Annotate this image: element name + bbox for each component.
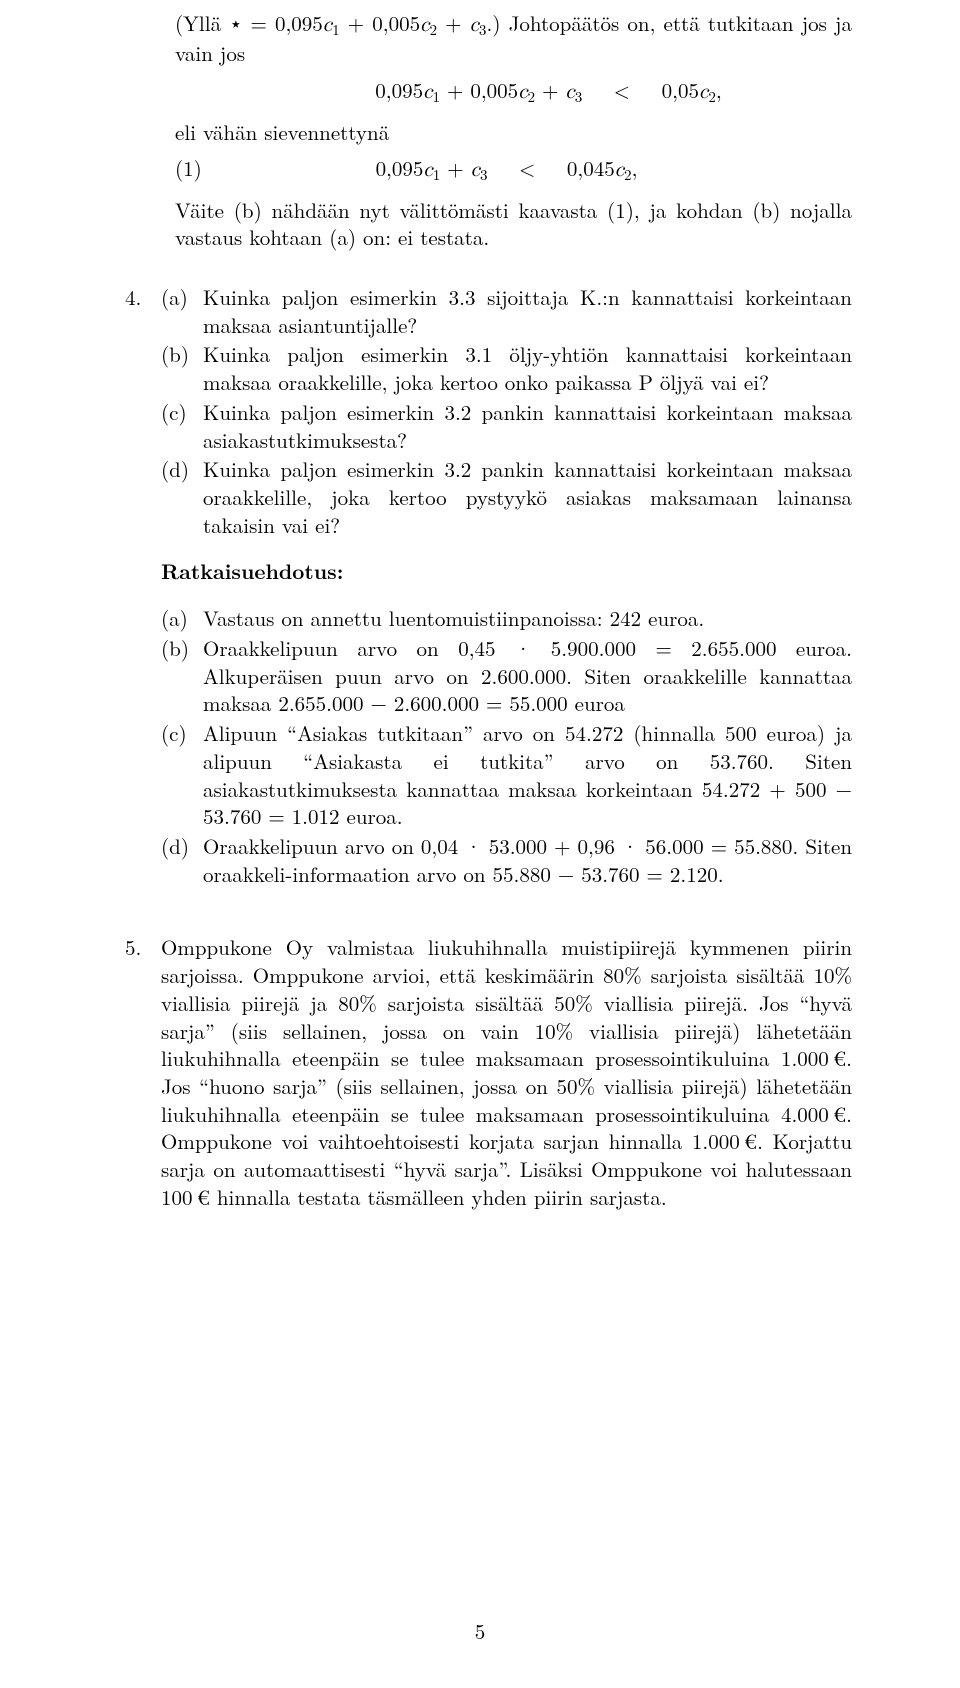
subitem-a: (a) Kuinka paljon esimerkin 3.3 sijoitta… <box>161 284 852 339</box>
solution-text: Vastaus on annettu luentomuistiinpanoiss… <box>203 605 852 633</box>
subitem-text: Kuinka paljon esimerkin 3.2 pankin kanna… <box>203 399 852 454</box>
problem-number: 5. <box>125 934 161 1215</box>
subitem-label: (b) <box>161 635 203 718</box>
subitem-label: (c) <box>161 720 203 831</box>
page-number: 5 <box>0 1618 960 1646</box>
subitem-c: (c) Kuinka paljon esimerkin 3.2 pankin k… <box>161 399 852 454</box>
solution-text: Oraakkelipuun arvo on 0,45 · 5.900.000 =… <box>203 635 852 718</box>
continuation-block: (Yllä ⋆ = 0,095c1 + 0,005c2 + c3.) Johto… <box>125 10 852 252</box>
subitem-label: (a) <box>161 605 203 633</box>
solution-b: (b) Oraakkelipuun arvo on 0,45 · 5.900.0… <box>161 635 852 718</box>
subitem-text: Kuinka paljon esimerkin 3.2 pankin kanna… <box>203 456 852 539</box>
subitem-label: (a) <box>161 284 203 339</box>
subitem-text: Kuinka paljon esimerkin 3.1 öljy-yhtiön … <box>203 341 852 396</box>
solution-d: (d) Oraakkelipuun arvo on 0,04 · 53.000 … <box>161 833 852 888</box>
subitem-b: (b) Kuinka paljon esimerkin 3.1 öljy-yht… <box>161 341 852 396</box>
paragraph: (Yllä ⋆ = 0,095c1 + 0,005c2 + c3.) Johto… <box>175 10 852 67</box>
equation-label: (1) <box>175 155 221 183</box>
subitem-label: (d) <box>161 833 203 888</box>
subitem-text: Kuinka paljon esimerkin 3.3 sijoittaja K… <box>203 284 852 339</box>
equation-body: 0,095c1 + c3 < 0,045c2, <box>221 155 852 185</box>
paragraph: Väite (b) nähdään nyt välittömästi kaava… <box>175 197 852 252</box>
problem-text: Omppukone Oy valmistaa liukuhihnalla mui… <box>161 934 852 1211</box>
display-equation: 0,095c1 + 0,005c2 + c3 < 0,05c2, <box>175 77 852 107</box>
problem-4: 4. (a) Kuinka paljon esimerkin 3.3 sijoi… <box>125 284 852 890</box>
solution-c: (c) Alipuun “Asiakas tutkitaan” arvo on … <box>161 720 852 831</box>
numbered-equation: (1) 0,095c1 + c3 < 0,045c2, <box>175 155 852 185</box>
subitem-label: (d) <box>161 456 203 539</box>
document-page: (Yllä ⋆ = 0,095c1 + 0,005c2 + c3.) Johto… <box>0 0 960 1688</box>
solution-text: Oraakkelipuun arvo on 0,04 · 53.000 + 0,… <box>203 833 852 888</box>
paragraph: eli vähän sievennettynä <box>175 119 852 147</box>
solution-a: (a) Vastaus on annettu luentomuistiinpan… <box>161 605 852 633</box>
problem-number: 4. <box>125 284 161 890</box>
subitem-d: (d) Kuinka paljon esimerkin 3.2 pankin k… <box>161 456 852 539</box>
solution-heading: Ratkaisuehdotus: <box>161 558 852 586</box>
subitem-label: (c) <box>161 399 203 454</box>
subitem-label: (b) <box>161 341 203 396</box>
problem-5: 5. Omppukone Oy valmistaa liukuhihnalla … <box>125 934 852 1215</box>
solution-text: Alipuun “Asiakas tutkitaan” arvo on 54.2… <box>203 720 852 831</box>
